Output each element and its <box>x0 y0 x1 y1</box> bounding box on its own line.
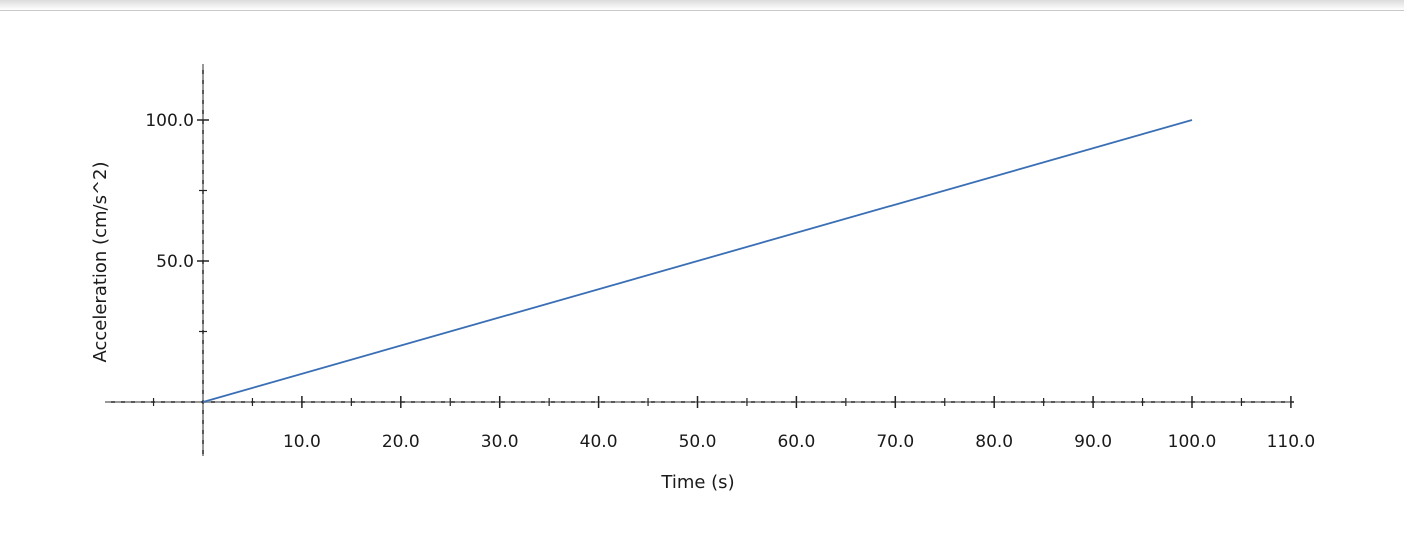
series-layer <box>202 119 1193 403</box>
x-tick-label: 20.0 <box>382 432 420 452</box>
series-line <box>202 119 1193 403</box>
x-tick-label: 30.0 <box>481 432 519 452</box>
x-tick-label: 70.0 <box>876 432 914 452</box>
x-tick-label: 10.0 <box>283 432 321 452</box>
window-top-border <box>0 0 1404 11</box>
x-tick-label: 90.0 <box>1074 432 1112 452</box>
y-axis-title: Acceleration (cm/s^2) <box>90 161 111 362</box>
axes <box>105 64 1294 456</box>
x-axis-title: Time (s) <box>660 472 734 493</box>
y-tick-label: 50.0 <box>156 252 194 272</box>
x-tick-label: 80.0 <box>975 432 1013 452</box>
ticks: 10.0 20.0 30.0 40.0 50.0 60.0 70.0 80.0 90.0 100.… <box>145 111 1315 452</box>
y-tick-label: 100.0 <box>145 111 194 131</box>
x-tick-label: 50.0 <box>679 432 717 452</box>
x-tick-label: 40.0 <box>580 432 618 452</box>
x-tick-label: 60.0 <box>777 432 815 452</box>
x-tick-label: 110.0 <box>1267 432 1316 452</box>
x-tick-label: 100.0 <box>1168 432 1217 452</box>
